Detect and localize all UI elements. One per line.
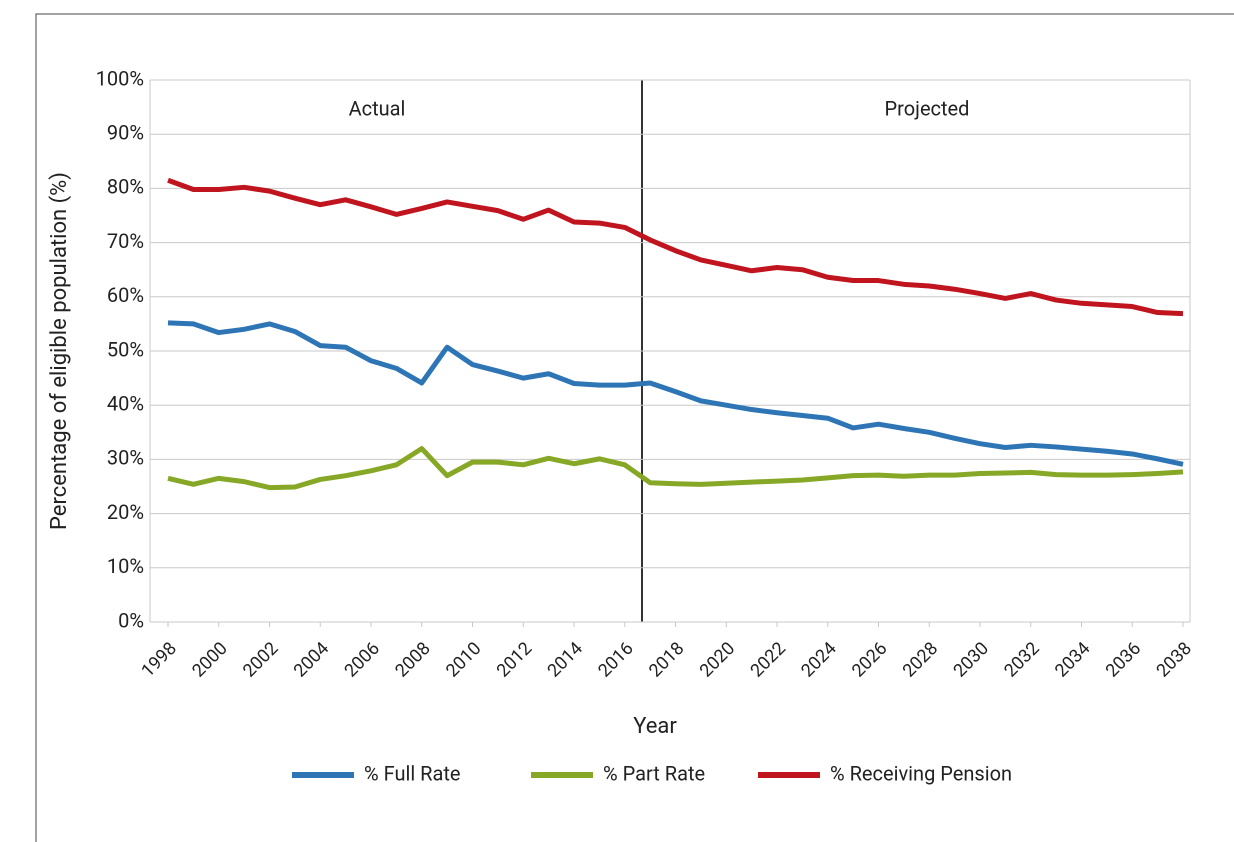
series-line xyxy=(167,177,1184,317)
y-tick-label: 70% xyxy=(107,229,144,253)
legend-label: % Receiving Pension xyxy=(830,761,1012,785)
legend-label: % Part Rate xyxy=(603,761,705,785)
x-tick-label: 2026 xyxy=(848,638,891,681)
y-tick-label: 20% xyxy=(107,500,144,524)
series-line xyxy=(167,320,1184,467)
x-axis-title: Year xyxy=(633,714,677,739)
y-tick-label: 10% xyxy=(107,554,144,578)
legend-label: % Full Rate xyxy=(364,761,461,785)
x-tick-label: 2006 xyxy=(340,638,383,681)
x-tick-label: 2028 xyxy=(899,638,942,681)
x-tick-label: 1998 xyxy=(137,638,180,681)
annotation: Actual xyxy=(349,96,406,120)
x-tick-label: 2022 xyxy=(746,638,789,681)
x-tick-label: 2012 xyxy=(493,638,536,681)
y-tick-label: 90% xyxy=(107,120,144,144)
y-tick-label: 60% xyxy=(107,283,144,307)
x-tick-label: 2038 xyxy=(1152,638,1195,681)
y-tick-label: 0% xyxy=(118,608,144,632)
x-tick-label: 2032 xyxy=(1000,638,1043,681)
x-tick-label: 2018 xyxy=(645,638,688,681)
x-tick-label: 2016 xyxy=(594,638,637,681)
frame xyxy=(35,13,1234,842)
x-tick-label: 2008 xyxy=(391,638,434,681)
x-tick-label: 2034 xyxy=(1051,638,1094,681)
y-tick-label: 30% xyxy=(107,446,144,470)
annotation: Projected xyxy=(885,96,970,120)
x-tick-label: 2020 xyxy=(696,638,739,681)
y-tick-label: 40% xyxy=(107,391,144,415)
x-tick-label: 2000 xyxy=(188,638,231,681)
x-tick-label: 2004 xyxy=(290,638,333,681)
x-tick-label: 2030 xyxy=(949,638,992,681)
x-tick-label: 2002 xyxy=(239,638,282,681)
y-tick-label: 50% xyxy=(107,337,144,361)
x-tick-label: 2036 xyxy=(1102,638,1145,681)
series-line xyxy=(167,446,1184,491)
x-tick-label: 2024 xyxy=(797,638,840,681)
x-tick-label: 2010 xyxy=(442,638,485,681)
x-tick-label: 2014 xyxy=(543,638,586,681)
y-tick-label: 100% xyxy=(96,66,144,90)
y-axis-title: Percentage of eligible population (%) xyxy=(47,172,72,530)
y-tick-label: 80% xyxy=(107,175,144,199)
